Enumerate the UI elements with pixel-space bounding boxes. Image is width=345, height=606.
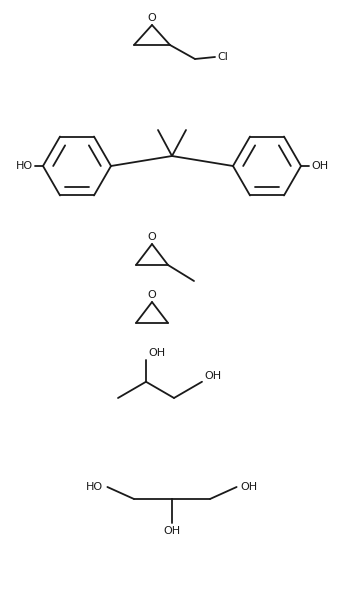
Text: O: O: [148, 13, 156, 23]
Text: HO: HO: [86, 482, 104, 492]
Text: Cl: Cl: [217, 52, 228, 62]
Text: OH: OH: [148, 348, 165, 358]
Text: OH: OH: [164, 526, 180, 536]
Text: OH: OH: [311, 161, 328, 171]
Text: OH: OH: [240, 482, 258, 492]
Text: O: O: [148, 232, 156, 242]
Text: OH: OH: [204, 371, 221, 381]
Text: O: O: [148, 290, 156, 300]
Text: HO: HO: [16, 161, 33, 171]
